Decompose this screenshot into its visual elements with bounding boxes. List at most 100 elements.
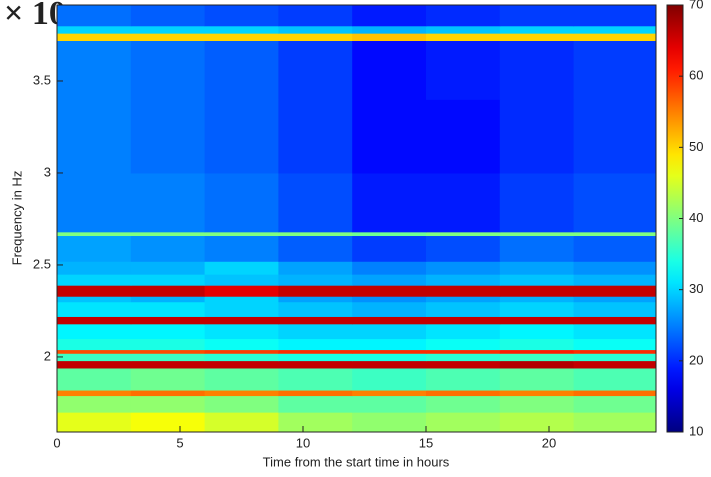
y-tick-label: 3 bbox=[44, 164, 51, 179]
heat-cell bbox=[352, 360, 427, 369]
heat-cell bbox=[57, 316, 132, 325]
heat-cell bbox=[57, 353, 132, 362]
heat-cell bbox=[278, 338, 353, 351]
heat-cell bbox=[499, 231, 575, 237]
x-tick-label: 0 bbox=[53, 435, 60, 450]
heat-cell bbox=[425, 360, 501, 369]
heat-cell bbox=[278, 296, 353, 303]
heat-cell bbox=[204, 296, 279, 303]
heat-cell bbox=[278, 33, 353, 42]
heat-cell bbox=[57, 301, 132, 317]
heat-cell bbox=[278, 390, 353, 397]
heat-cell bbox=[499, 338, 575, 351]
y-tick-label: 3.5 bbox=[33, 72, 51, 87]
heat-cell bbox=[573, 235, 657, 262]
heat-cell bbox=[573, 353, 657, 362]
heat-cell bbox=[425, 99, 501, 174]
heat-cell bbox=[573, 40, 657, 100]
heat-cell bbox=[352, 323, 427, 340]
heat-cell bbox=[204, 316, 279, 325]
heat-cell bbox=[130, 235, 206, 262]
heat-cell bbox=[130, 285, 206, 297]
heat-cell bbox=[278, 316, 353, 325]
heat-cell bbox=[352, 338, 427, 351]
heat-cell bbox=[425, 323, 501, 340]
heat-cell bbox=[278, 360, 353, 369]
heat-cell bbox=[130, 367, 206, 391]
heat-cell bbox=[352, 231, 427, 237]
heat-cell bbox=[278, 40, 353, 100]
heat-cell bbox=[573, 274, 657, 286]
x-tick-label: 20 bbox=[542, 435, 556, 450]
heat-cell bbox=[130, 390, 206, 397]
heat-cell bbox=[573, 285, 657, 297]
heat-cell bbox=[57, 395, 132, 413]
heat-cell bbox=[425, 367, 501, 391]
heat-cell bbox=[573, 33, 657, 42]
heat-cell bbox=[130, 349, 206, 354]
heat-cell bbox=[499, 40, 575, 100]
heat-cell bbox=[352, 261, 427, 275]
heat-cell bbox=[573, 412, 657, 433]
heat-cell bbox=[425, 296, 501, 303]
heat-cell bbox=[352, 99, 427, 174]
heat-cell bbox=[130, 296, 206, 303]
heat-cell bbox=[130, 395, 206, 413]
heat-cell bbox=[352, 25, 427, 34]
heat-cell bbox=[425, 412, 501, 433]
heat-cell bbox=[352, 33, 427, 42]
heat-cell bbox=[499, 412, 575, 433]
heat-cell bbox=[573, 349, 657, 354]
heat-cell bbox=[499, 367, 575, 391]
heat-cell bbox=[573, 338, 657, 351]
heat-cell bbox=[352, 395, 427, 413]
heat-cell bbox=[57, 231, 132, 237]
heat-cell bbox=[130, 353, 206, 362]
heat-cell bbox=[278, 395, 353, 413]
heat-cell bbox=[499, 33, 575, 42]
heat-cell bbox=[573, 25, 657, 34]
heat-cell bbox=[499, 285, 575, 297]
heat-cell bbox=[425, 395, 501, 413]
heat-cell bbox=[204, 25, 279, 34]
heat-cell bbox=[278, 274, 353, 286]
heat-cell bbox=[425, 33, 501, 42]
heat-cell bbox=[204, 285, 279, 297]
heat-cell bbox=[499, 296, 575, 303]
y-tick-label: 2.5 bbox=[33, 256, 51, 271]
colorbar-tick-label: 70 bbox=[689, 0, 703, 11]
heat-cell bbox=[573, 99, 657, 174]
heat-cell bbox=[499, 395, 575, 413]
heat-cell bbox=[278, 99, 353, 174]
x-tick-label: 5 bbox=[176, 435, 183, 450]
heat-cell bbox=[573, 5, 657, 27]
heat-cell bbox=[57, 360, 132, 369]
heat-cell bbox=[573, 360, 657, 369]
heat-cell bbox=[130, 301, 206, 317]
heat-cell bbox=[278, 5, 353, 27]
heat-cell bbox=[57, 235, 132, 262]
heat-cell bbox=[57, 367, 132, 391]
heat-cell bbox=[499, 316, 575, 325]
heat-cell bbox=[278, 261, 353, 275]
x-tick-label: 15 bbox=[419, 435, 433, 450]
x-tick-label: 10 bbox=[296, 435, 310, 450]
heat-cell bbox=[204, 33, 279, 42]
heat-cell bbox=[57, 40, 132, 100]
heat-cell bbox=[499, 235, 575, 262]
heat-cell bbox=[352, 5, 427, 27]
heat-cell bbox=[499, 25, 575, 34]
heat-cell bbox=[57, 390, 132, 397]
heat-cell bbox=[204, 323, 279, 340]
colorbar-tick-label: 50 bbox=[689, 139, 703, 154]
heat-cell bbox=[352, 235, 427, 262]
heat-cell bbox=[425, 25, 501, 34]
heat-cell bbox=[130, 360, 206, 369]
heat-cell bbox=[278, 25, 353, 34]
heat-cell bbox=[425, 316, 501, 325]
heat-cell bbox=[573, 390, 657, 397]
heat-cell bbox=[573, 172, 657, 233]
y-tick-label: 2 bbox=[44, 348, 51, 363]
heat-cell bbox=[499, 5, 575, 27]
